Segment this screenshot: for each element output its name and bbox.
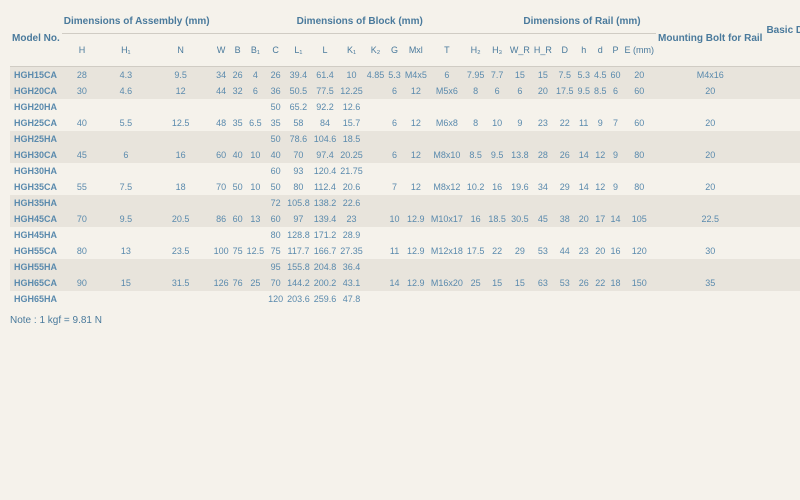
table-row: HGH65HA120203.6259.647.8277.8420.179.387… [10, 291, 800, 307]
table-row: HGH25HA5078.6104.618.542.269.070.560.570… [10, 131, 800, 147]
table-row: HGH55HA95155.8204.836.4184.9276.234.884.… [10, 259, 800, 275]
table-row: HGH25CA405.512.548356.535588415.7612M6x8… [10, 115, 800, 131]
table-row: HGH35CA557.5187050105080112.420.6712M8x1… [10, 179, 800, 195]
hdr-dyn: Basic Dynamic Load Rating [764, 10, 800, 50]
table-row: HGH20HA5065.292.212.632.747.960.350.350.… [10, 99, 800, 115]
table-row: HGH55CA801323.51007512.575117.7166.727.3… [10, 243, 800, 259]
table-row: HGH30CA45616604010407097.420.25612M8x108… [10, 147, 800, 163]
table-row: HGH15CA284.39.5342642639.461.4104.855.3M… [10, 67, 800, 84]
table-row: HGH35HA72105.8138.222.677.9122.771.541.4… [10, 195, 800, 211]
table-row: HGH65CA901531.5126762570144.2200.243.114… [10, 275, 800, 291]
table-body: HGH15CA284.39.5342642639.461.4104.855.3M… [10, 67, 800, 308]
hdr-assembly: Dimensions of Assembly (mm) [62, 10, 212, 34]
table-row: HGH45CA709.520.58660136097139.4231012.9M… [10, 211, 800, 227]
hdr-bolt: Mounting Bolt for Rail [656, 10, 764, 67]
hdr-rail: Dimensions of Rail (mm) [508, 10, 656, 34]
table-row: HGH45HA80128.8171.228.9125.3191.852.632.… [10, 227, 800, 243]
table-row: HGH20CA304.612443263650.577.512.25612M5x… [10, 83, 800, 99]
spec-table: Model No. Dimensions of Assembly (mm) Di… [10, 10, 800, 307]
table-row: HGH30HA6093120.421.7558.693.990.880.920.… [10, 163, 800, 179]
footnote: Note : 1 kgf = 9.81 N [10, 315, 790, 326]
hdr-model: Model No. [10, 10, 62, 67]
hdr-block: Dimensions of Block (mm) [212, 10, 508, 34]
